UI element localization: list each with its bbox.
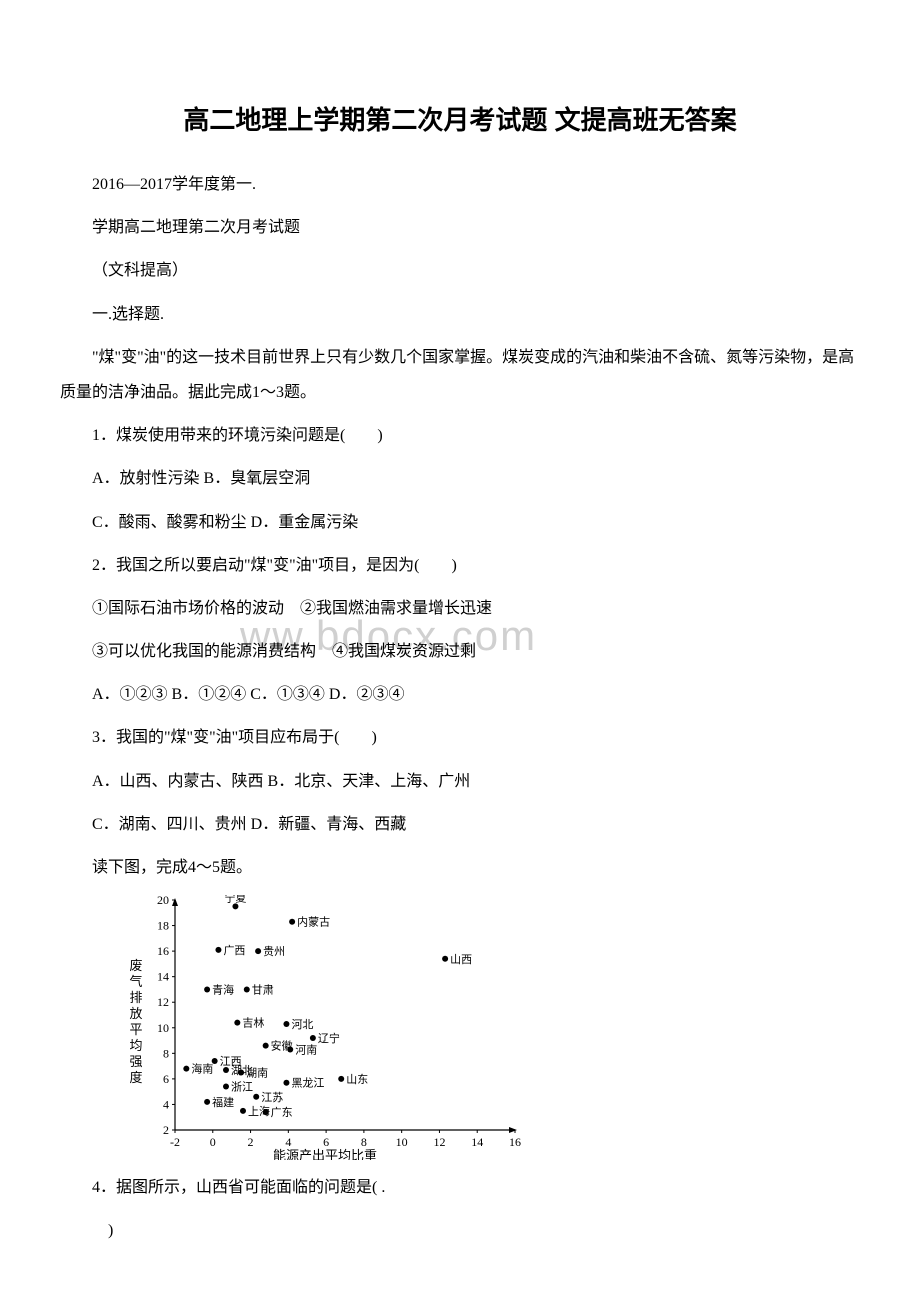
svg-text:度: 度 (129, 1070, 142, 1085)
svg-text:8: 8 (163, 1047, 169, 1061)
question-2: 2．我国之所以要启动"煤"变"油"项目，是因为( ) (60, 548, 860, 583)
question-1: 1．煤炭使用带来的环境污染问题是( ) (60, 418, 860, 453)
svg-text:江苏: 江苏 (261, 1091, 283, 1104)
svg-text:放: 放 (129, 1006, 142, 1021)
passage-2: 读下图，完成4～5题。 (60, 850, 860, 885)
svg-text:2: 2 (248, 1135, 254, 1149)
svg-text:吉林: 吉林 (242, 1016, 264, 1030)
question-2-conditions-34: ③可以优化我国的能源消费结构 ④我国煤炭资源过剩 (60, 634, 860, 669)
svg-text:14: 14 (471, 1135, 483, 1149)
svg-text:4: 4 (285, 1135, 291, 1149)
intro-line-1: 2016—2017学年度第一. (60, 167, 860, 202)
question-1-options-cd: C．酸雨、酸雾和粉尘 D．重金属污染 (60, 505, 860, 540)
svg-text:辽宁: 辽宁 (318, 1031, 340, 1045)
svg-text:16: 16 (157, 944, 169, 958)
intro-line-2: 学期高二地理第二次月考试题 (60, 210, 860, 245)
svg-text:10: 10 (396, 1135, 408, 1149)
svg-text:16: 16 (509, 1135, 521, 1149)
intro-line-3: （文科提高） (60, 253, 860, 288)
svg-text:-2: -2 (170, 1135, 180, 1149)
document-content: 高二地理上学期第二次月考试题 文提高班无答案 2016—2017学年度第一. 学… (60, 100, 860, 1249)
svg-text:广西: 广西 (223, 944, 245, 957)
question-3-options-ab: A．山西、内蒙古、陕西 B．北京、天津、上海、广州 (60, 764, 860, 799)
passage-1: "煤"变"油"的这一技术目前世界上只有少数几个国家掌握。煤炭变成的汽油和柴油不含… (60, 340, 860, 410)
svg-text:气: 气 (129, 974, 142, 989)
svg-text:内蒙古: 内蒙古 (297, 915, 330, 929)
svg-text:平: 平 (129, 1022, 142, 1037)
svg-text:山东: 山东 (346, 1073, 368, 1086)
svg-text:排: 排 (129, 990, 142, 1005)
svg-text:湖南: 湖南 (246, 1067, 268, 1080)
scatter-chart: 2 4 6 8 10 12 14 16 18 20 -2 0 2 4 6 8 10 12 14 16 废气排放平均强度能… (120, 895, 530, 1160)
chart-svg: 2 4 6 8 10 12 14 16 18 20 -2 0 2 4 6 8 10 12 14 16 废气排放平均强度能… (120, 895, 530, 1160)
svg-text:12: 12 (157, 995, 169, 1009)
svg-text:河南: 河南 (295, 1044, 317, 1057)
svg-text:贵州: 贵州 (263, 945, 285, 958)
svg-text:强: 强 (129, 1054, 142, 1069)
svg-text:均: 均 (129, 1038, 142, 1053)
section-header: 一.选择题. (60, 297, 860, 332)
question-4-end: ) (60, 1213, 860, 1248)
svg-text:海南: 海南 (191, 1062, 213, 1076)
question-4: 4．据图所示，山西省可能面临的问题是( . (60, 1170, 860, 1205)
svg-text:山西: 山西 (450, 953, 472, 966)
svg-text:0: 0 (210, 1135, 216, 1149)
svg-text:甘肃: 甘肃 (252, 984, 274, 997)
svg-text:6: 6 (163, 1072, 169, 1086)
question-2-options: A．①②③ B．①②④ C．①③④ D．②③④ (60, 677, 860, 712)
svg-text:黑龙江: 黑龙江 (291, 1077, 324, 1090)
svg-text:废: 废 (129, 958, 142, 973)
document-title: 高二地理上学期第二次月考试题 文提高班无答案 (60, 100, 860, 137)
svg-text:河北: 河北 (291, 1018, 313, 1031)
svg-text:福建: 福建 (212, 1095, 234, 1109)
svg-text:广东: 广东 (271, 1106, 293, 1119)
svg-text:浙江: 浙江 (231, 1081, 253, 1094)
svg-text:14: 14 (157, 970, 169, 984)
question-1-options-ab: A．放射性污染 B．臭氧层空洞 (60, 461, 860, 496)
svg-text:12: 12 (433, 1135, 445, 1149)
svg-text:20: 20 (157, 895, 169, 907)
svg-text:宁夏: 宁夏 (224, 895, 246, 904)
svg-text:10: 10 (157, 1021, 169, 1035)
svg-text:4: 4 (163, 1098, 169, 1112)
svg-text:6: 6 (323, 1135, 329, 1149)
svg-text:能源产出平均比重: 能源产出平均比重 (273, 1148, 377, 1160)
svg-text:2: 2 (163, 1123, 169, 1137)
question-2-conditions-12: ①国际石油市场价格的波动 ②我国燃油需求量增长迅速 (60, 591, 860, 626)
svg-text:8: 8 (361, 1135, 367, 1149)
svg-text:18: 18 (157, 919, 169, 933)
svg-text:青海: 青海 (212, 983, 234, 997)
question-3: 3．我国的"煤"变"油"项目应布局于( ) (60, 720, 860, 755)
question-3-options-cd: C．湖南、四川、贵州 D．新疆、青海、西藏 (60, 807, 860, 842)
